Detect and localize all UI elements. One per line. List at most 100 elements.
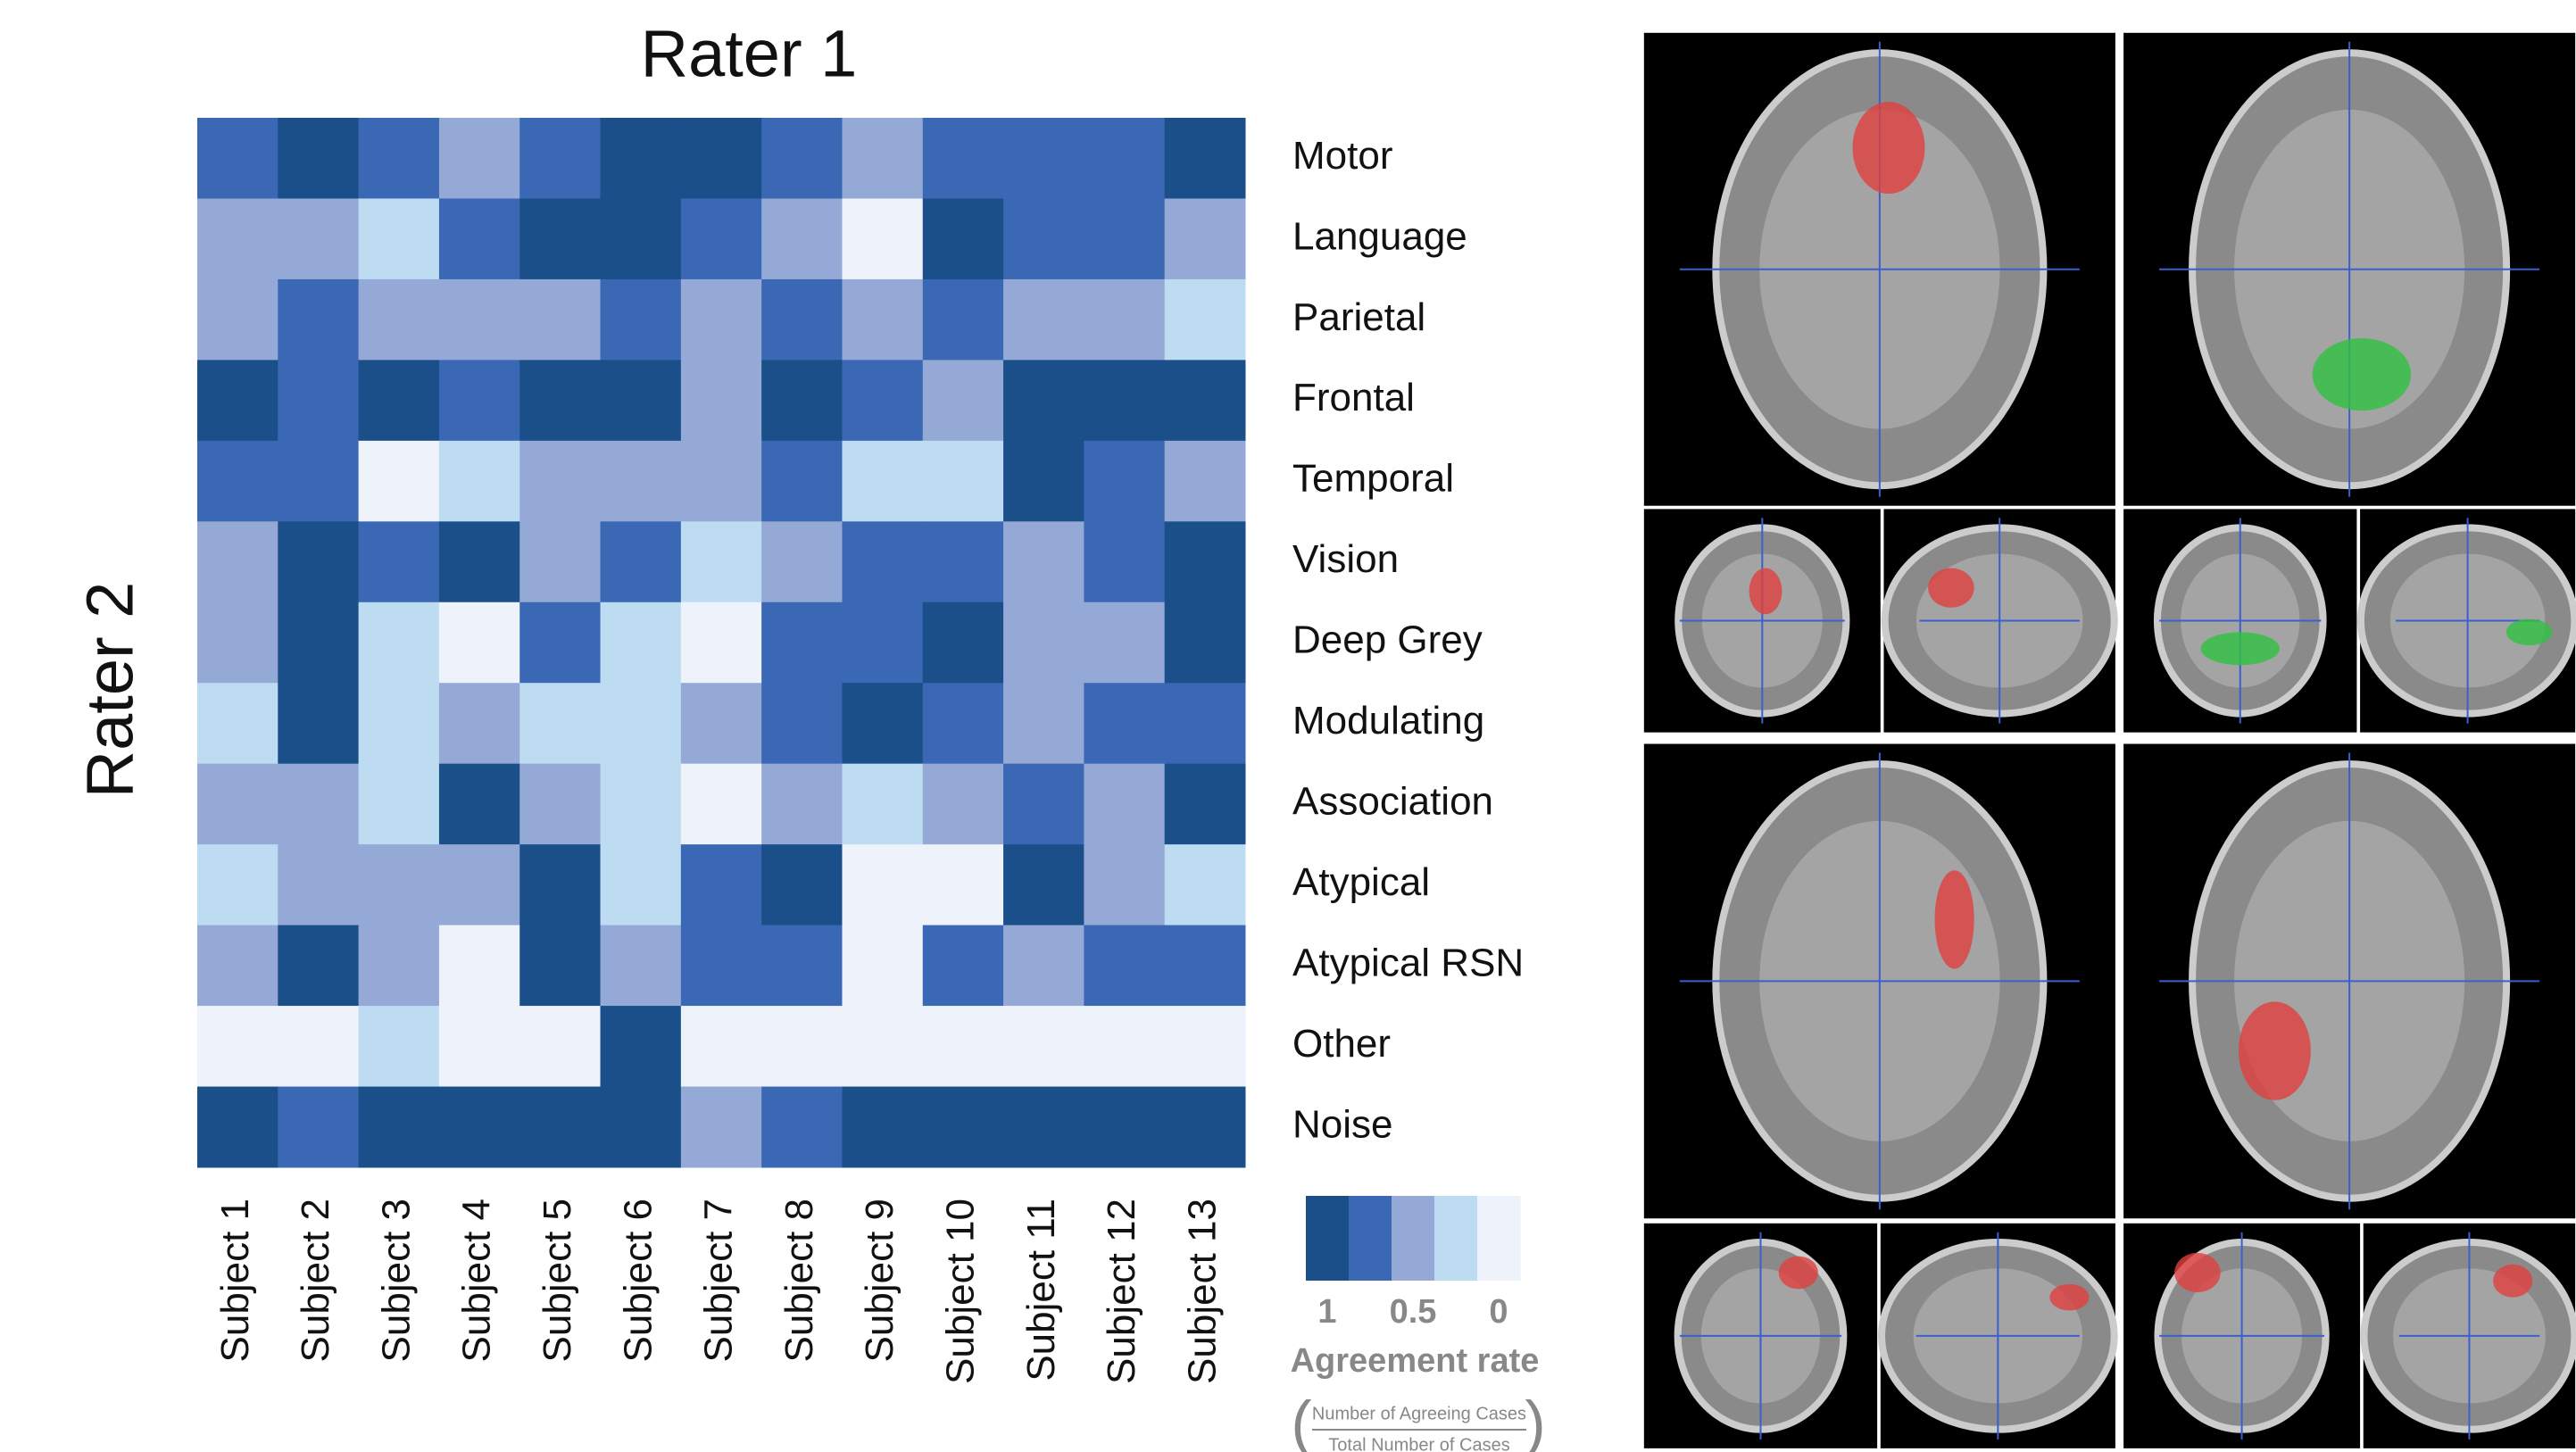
heatmap-cell [359, 764, 440, 845]
row-label: Modulating [1292, 699, 1484, 743]
heatmap-cell [923, 844, 1004, 925]
heatmap-cell [1003, 441, 1084, 522]
heatmap-cell [601, 764, 682, 845]
heatmap-cell [842, 198, 923, 279]
activation-blob [1749, 568, 1782, 615]
heatmap-cell [681, 764, 762, 845]
heatmap-cell [1003, 844, 1084, 925]
row-label: Noise [1292, 1102, 1393, 1146]
heatmap-cell [439, 118, 520, 199]
heatmap-cell [842, 118, 923, 199]
heatmap-cell [1084, 118, 1165, 199]
heatmap-cell [439, 198, 520, 279]
activation-blob [1779, 1257, 1818, 1290]
heatmap-cell [761, 521, 843, 602]
x-tick-label: Subject 2 [294, 1199, 337, 1362]
heatmap-cell [761, 441, 843, 522]
heatmap-cell [1165, 521, 1246, 602]
heatmap-cell [681, 602, 762, 684]
heatmap-cell [761, 1087, 843, 1168]
heatmap-cell [1003, 118, 1084, 199]
heatmap-cell [519, 198, 601, 279]
heatmap-cell [359, 521, 440, 602]
heatmap-cell [439, 925, 520, 1007]
heatmap-cell [519, 118, 601, 199]
x-tick-label: Subject 11 [1019, 1199, 1063, 1381]
heatmap-cell [1084, 602, 1165, 684]
heatmap-cell [439, 279, 520, 361]
heatmap-cell [278, 441, 359, 522]
heatmap-cell [842, 1006, 923, 1087]
heatmap-cell [1003, 279, 1084, 361]
heatmap-cell [1084, 764, 1165, 845]
activation-blob [2493, 1265, 2532, 1298]
heatmap-cell [923, 1087, 1004, 1168]
y-axis-label: Rater 2 [73, 582, 147, 799]
heatmap-cell [761, 198, 843, 279]
x-tick-label: Subject 1 [213, 1199, 257, 1362]
heatmap-cell [519, 764, 601, 845]
formula-paren: ( [1291, 1388, 1311, 1452]
row-label: Language [1292, 214, 1467, 258]
heatmap-cell [197, 925, 278, 1007]
activation-blob [1935, 870, 1974, 968]
heatmap-cell [1084, 925, 1165, 1007]
heatmap-cell [439, 521, 520, 602]
heatmap-cell [1003, 1006, 1084, 1087]
heatmap-cell [601, 602, 682, 684]
heatmap-cell [842, 521, 923, 602]
activation-blob [2506, 619, 2553, 645]
x-tick-label: Subject 8 [777, 1199, 821, 1362]
heatmap-cell [1165, 683, 1246, 764]
heatmap-cell [278, 602, 359, 684]
activation-blob [2049, 1284, 2089, 1310]
heatmap-cell [439, 844, 520, 925]
heatmap-cell [1003, 764, 1084, 845]
heatmap-cell [761, 844, 843, 925]
heatmap-cell [519, 602, 601, 684]
formula-denominator: Total Number of Cases [1328, 1435, 1509, 1452]
heatmap-cell [601, 441, 682, 522]
heatmap-cell [681, 279, 762, 361]
heatmap-cell [439, 360, 520, 441]
heatmap-cell [842, 683, 923, 764]
heatmap-cell [923, 279, 1004, 361]
heatmap-cell [842, 441, 923, 522]
row-label: Deep Grey [1292, 618, 1483, 662]
heatmap-cell [197, 683, 278, 764]
heatmap-cell [1165, 360, 1246, 441]
heatmap-cell [1084, 521, 1165, 602]
heatmap-cell [197, 279, 278, 361]
heatmap-cell [1084, 198, 1165, 279]
heatmap-cell [197, 360, 278, 441]
heatmap-cell [842, 925, 923, 1007]
heatmap-cell [1003, 925, 1084, 1007]
heatmap-cell [761, 925, 843, 1007]
row-label: Temporal [1292, 457, 1454, 501]
heatmap-cell [601, 1087, 682, 1168]
heatmap-cell [923, 360, 1004, 441]
heatmap-cell [1165, 118, 1246, 199]
x-tick-label: Subject 7 [697, 1199, 741, 1362]
row-label: Motor [1292, 134, 1392, 178]
heatmap-cell [1003, 683, 1084, 764]
heatmap-cell [761, 1006, 843, 1087]
heatmap-cell [359, 602, 440, 684]
heatmap-cell [359, 925, 440, 1007]
row-label: Frontal [1292, 376, 1415, 419]
heatmap-cell [278, 764, 359, 845]
heatmap-cell [601, 1006, 682, 1087]
row-label: Atypical [1292, 860, 1430, 904]
colorbar-tick-label: 1 [1317, 1293, 1336, 1331]
heatmap-cell [1165, 279, 1246, 361]
formula-paren: ) [1525, 1388, 1545, 1452]
heatmap-cell [601, 925, 682, 1007]
heatmap-cell [359, 279, 440, 361]
heatmap-cell [842, 602, 923, 684]
heatmap-cell [681, 198, 762, 279]
heatmap-cell [197, 844, 278, 925]
heatmap-cell [923, 602, 1004, 684]
heatmap-cell [359, 198, 440, 279]
heatmap-cell [278, 521, 359, 602]
heatmap-cell [1165, 925, 1246, 1007]
